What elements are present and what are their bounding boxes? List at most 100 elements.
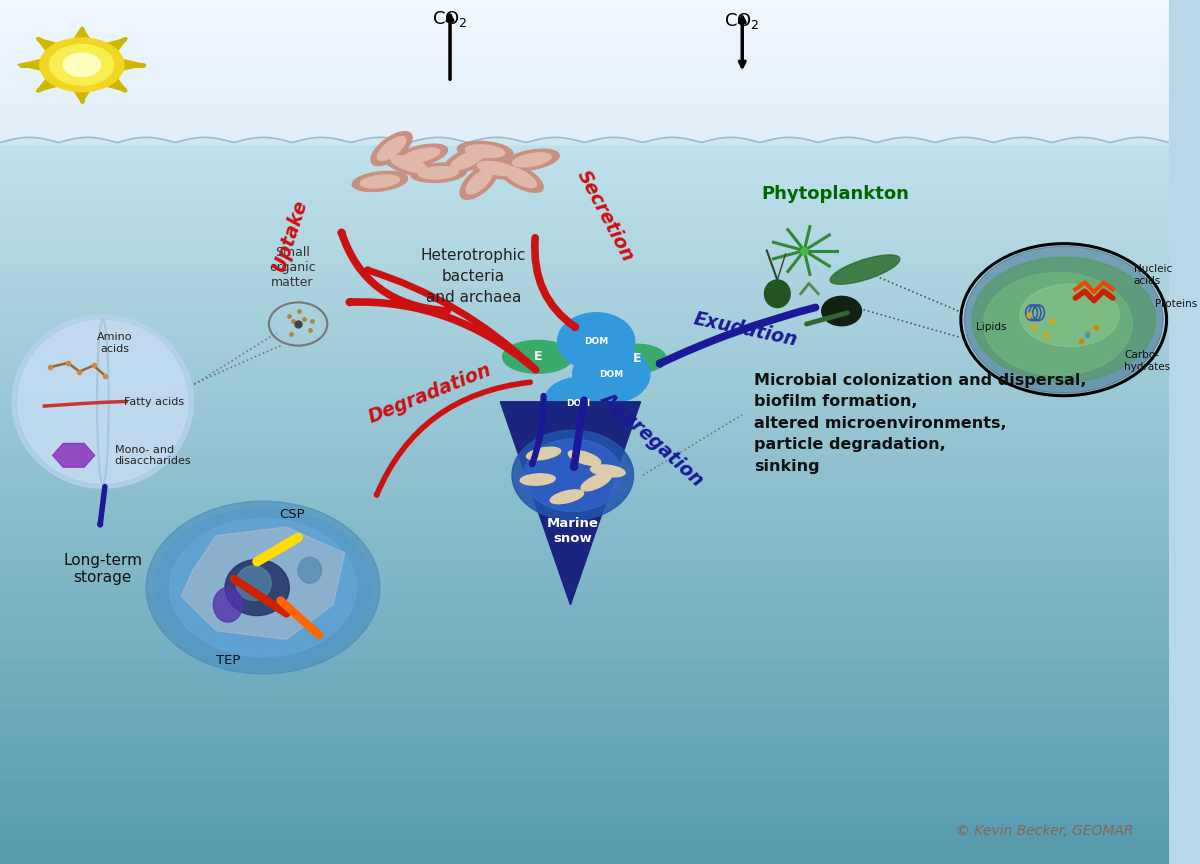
Bar: [0, 34, 1169, 38]
Ellipse shape: [527, 448, 560, 460]
Circle shape: [512, 430, 634, 520]
Bar: [0, 840, 1169, 852]
Circle shape: [572, 346, 650, 403]
Ellipse shape: [394, 144, 448, 167]
Bar: [0, 129, 1169, 133]
Text: Degradation: Degradation: [366, 359, 494, 427]
Bar: [0, 852, 1169, 864]
Bar: [0, 19, 1169, 24]
Bar: [0, 816, 1169, 828]
Bar: [0, 732, 1169, 744]
Text: DOM: DOM: [584, 337, 608, 346]
Text: CSP: CSP: [280, 508, 305, 521]
Ellipse shape: [12, 315, 193, 488]
Ellipse shape: [460, 163, 498, 200]
Bar: [0, 588, 1169, 600]
Bar: [0, 648, 1169, 659]
Text: Mono- and
disaccharides: Mono- and disaccharides: [114, 444, 191, 467]
Bar: [0, 62, 1169, 67]
Ellipse shape: [478, 162, 516, 175]
Ellipse shape: [419, 167, 458, 179]
Ellipse shape: [504, 149, 559, 170]
Circle shape: [523, 439, 622, 511]
Text: Amino
acids: Amino acids: [97, 333, 132, 354]
Bar: [0, 455, 1169, 467]
Bar: [0, 780, 1169, 791]
Bar: [0, 72, 1169, 76]
Bar: [0, 105, 1169, 110]
Text: E: E: [534, 350, 542, 364]
Circle shape: [965, 246, 1163, 393]
Bar: [0, 95, 1169, 100]
Bar: [0, 659, 1169, 671]
Bar: [0, 86, 1169, 91]
Ellipse shape: [1020, 284, 1120, 346]
Circle shape: [544, 378, 613, 429]
Ellipse shape: [608, 345, 666, 373]
Bar: [0, 311, 1169, 323]
Bar: [0, 15, 1169, 19]
Bar: [0, 203, 1169, 215]
Text: CO$_2$: CO$_2$: [725, 11, 760, 31]
Bar: [0, 347, 1169, 359]
Ellipse shape: [298, 557, 322, 583]
Polygon shape: [500, 402, 641, 605]
Text: Phytoplankton: Phytoplankton: [762, 186, 910, 203]
Bar: [0, 683, 1169, 696]
Ellipse shape: [40, 38, 124, 92]
Bar: [0, 191, 1169, 203]
Bar: [0, 110, 1169, 114]
Bar: [0, 38, 1169, 43]
Ellipse shape: [512, 153, 551, 167]
Bar: [0, 323, 1169, 335]
Bar: [0, 299, 1169, 311]
Ellipse shape: [497, 162, 544, 193]
Polygon shape: [97, 38, 127, 56]
Ellipse shape: [352, 171, 408, 192]
Bar: [0, 744, 1169, 756]
Ellipse shape: [504, 167, 536, 187]
Ellipse shape: [457, 142, 512, 161]
Ellipse shape: [830, 255, 900, 284]
Bar: [0, 539, 1169, 551]
Bar: [0, 359, 1169, 371]
Text: Marine
snow: Marine snow: [547, 517, 599, 544]
Text: CO$_2$: CO$_2$: [432, 10, 468, 29]
Bar: [0, 804, 1169, 816]
Bar: [0, 828, 1169, 840]
Bar: [0, 612, 1169, 624]
Ellipse shape: [410, 163, 467, 182]
Ellipse shape: [371, 131, 412, 166]
Bar: [0, 768, 1169, 780]
Circle shape: [156, 508, 371, 667]
Ellipse shape: [444, 146, 492, 174]
Text: Secretion: Secretion: [574, 167, 637, 265]
Text: Heterotrophic
bacteria
and archaea: Heterotrophic bacteria and archaea: [421, 248, 526, 305]
Bar: [0, 671, 1169, 683]
Bar: [0, 600, 1169, 612]
Bar: [0, 81, 1169, 86]
Bar: [0, 119, 1169, 124]
Ellipse shape: [377, 137, 406, 161]
Ellipse shape: [49, 44, 114, 85]
Ellipse shape: [226, 560, 289, 615]
Text: Exudation: Exudation: [692, 310, 799, 350]
Bar: [0, 91, 1169, 95]
Bar: [0, 563, 1169, 575]
Bar: [0, 708, 1169, 720]
Bar: [0, 100, 1169, 105]
Bar: [0, 492, 1169, 503]
Ellipse shape: [581, 473, 611, 491]
Ellipse shape: [551, 490, 583, 504]
Bar: [0, 383, 1169, 395]
Bar: [0, 419, 1169, 431]
Bar: [0, 480, 1169, 492]
Circle shape: [169, 518, 356, 657]
Polygon shape: [53, 443, 95, 467]
Circle shape: [146, 501, 380, 674]
Bar: [0, 48, 1169, 53]
Polygon shape: [18, 58, 49, 72]
Bar: [0, 0, 1169, 4]
Bar: [0, 624, 1169, 636]
Ellipse shape: [590, 465, 625, 477]
